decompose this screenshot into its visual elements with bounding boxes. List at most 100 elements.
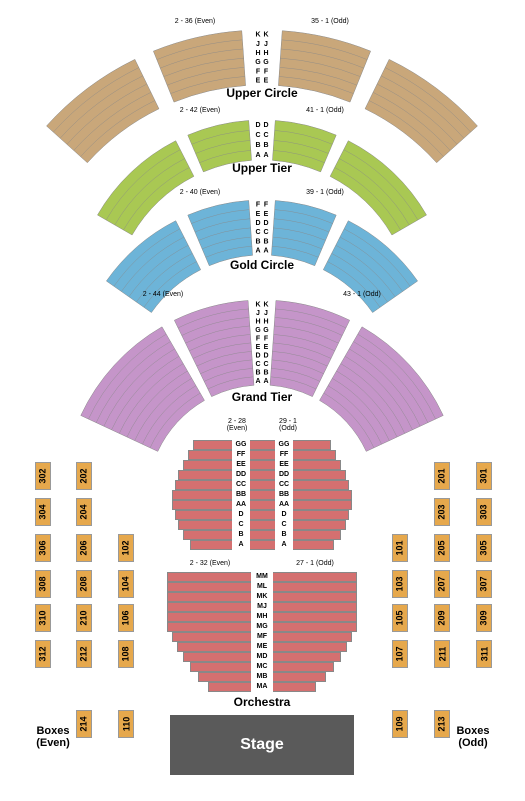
grandTier-segment [81,327,205,452]
svg-text:C: C [263,132,268,139]
svg-text:E: E [256,77,261,84]
box-205: 205 [434,534,450,562]
svg-text:K: K [255,301,260,308]
orchestra-row [172,490,352,500]
upperTier-range-left: 2 - 42 (Even) [180,107,220,114]
orchestra-row-letters: GGFFEEDDCCBBAADCBA [231,440,251,550]
box-210: 210 [76,604,92,632]
svg-text:G: G [263,59,269,66]
box-305: 305 [476,534,492,562]
box-209: 209 [434,604,450,632]
svg-text:A: A [263,378,268,385]
svg-text:A: A [255,378,260,385]
svg-text:B: B [255,238,260,245]
svg-text:A: A [255,247,260,254]
upperCircle-label: Upper Circle [226,86,297,100]
svg-text:E: E [256,211,261,218]
svg-text:C: C [255,132,260,139]
box-107: 107 [392,640,408,668]
box-102: 102 [118,534,134,562]
orchestra-row-letters: GGFFEEDDCCBBAADCBA [274,440,294,550]
orchestra-row [178,470,346,480]
svg-text:D: D [255,220,260,227]
svg-text:J: J [264,41,268,48]
svg-text:B: B [255,369,260,376]
goldCircle-segment [323,221,417,313]
box-211: 211 [434,640,450,668]
box-307: 307 [476,570,492,598]
svg-text:D: D [255,122,260,129]
box-207: 207 [434,570,450,598]
svg-text:C: C [263,229,268,236]
box-202: 202 [76,462,92,490]
orchestra-row [178,520,346,530]
orch-lower-range-left: 2 - 32 (Even) [190,560,230,567]
svg-text:D: D [255,352,260,359]
orchestra-row [193,440,331,450]
svg-text:J: J [256,310,260,317]
stage: Stage [170,715,354,775]
orch-upper-range-left: 2 - 28(Even) [227,418,248,432]
svg-text:H: H [255,50,260,57]
svg-text:F: F [264,335,269,342]
upperTier-segment [97,141,193,235]
box-311: 311 [476,640,492,668]
svg-text:K: K [263,301,268,308]
upperTier-range-right: 41 - 1 (Odd) [306,107,344,114]
svg-text:E: E [256,344,261,351]
svg-text:E: E [264,344,269,351]
box-108: 108 [118,640,134,668]
svg-text:D: D [263,220,268,227]
box-103: 103 [392,570,408,598]
goldCircle-range-right: 39 - 1 (Odd) [306,189,344,196]
box-212: 212 [76,640,92,668]
orchestra-row [183,530,341,540]
box-204: 204 [76,498,92,526]
svg-text:D: D [263,352,268,359]
box-310: 310 [35,604,51,632]
orch-upper-range-right: 29 - 1(Odd) [279,418,297,432]
orchestra-row [172,500,352,510]
svg-text:A: A [263,247,268,254]
svg-text:G: G [263,327,269,334]
upperTier-label: Upper Tier [232,161,292,175]
svg-text:F: F [256,335,261,342]
box-109: 109 [392,710,408,738]
orchestra-row [188,450,336,460]
svg-text:G: G [255,327,261,334]
grandTier-label: Grand Tier [232,390,292,404]
svg-text:F: F [256,68,261,75]
box-214: 214 [76,710,92,738]
svg-text:B: B [255,142,260,149]
box-101: 101 [392,534,408,562]
svg-text:F: F [264,68,269,75]
box-208: 208 [76,570,92,598]
box-304: 304 [35,498,51,526]
svg-text:K: K [255,32,260,39]
svg-text:K: K [263,32,268,39]
svg-text:F: F [264,202,269,209]
orch-lower-range-right: 27 - 1 (Odd) [296,560,334,567]
orchestra-row [183,460,341,470]
grandTier-range-right: 43 - 1 (Odd) [343,291,381,298]
svg-text:H: H [255,318,260,325]
box-203: 203 [434,498,450,526]
boxes-label-left: Boxes(Even) [36,725,70,749]
svg-text:B: B [263,142,268,149]
orchestra-label: Orchestra [234,695,291,709]
svg-text:E: E [264,77,269,84]
svg-text:F: F [256,202,261,209]
svg-text:A: A [255,152,260,159]
svg-text:B: B [263,369,268,376]
grandTier-segment [320,327,444,452]
svg-text:B: B [263,238,268,245]
box-206: 206 [76,534,92,562]
box-201: 201 [434,462,450,490]
svg-text:J: J [264,310,268,317]
box-104: 104 [118,570,134,598]
box-312: 312 [35,640,51,668]
box-301: 301 [476,462,492,490]
svg-text:G: G [255,59,261,66]
grandTier-range-left: 2 - 44 (Even) [143,291,183,298]
upperCircle-range-right: 35 - 1 (Odd) [311,18,349,25]
